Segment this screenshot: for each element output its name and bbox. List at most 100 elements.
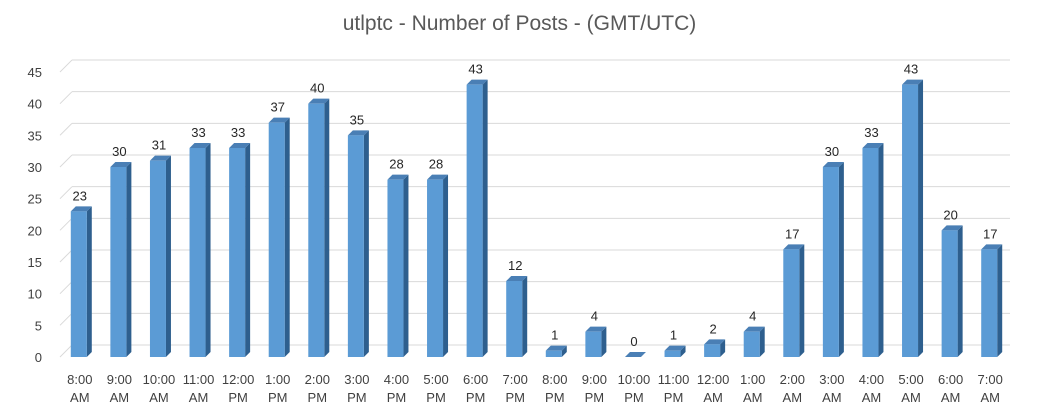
- data-label: 17: [983, 226, 997, 241]
- x-tick-label: 7:00 AM: [978, 372, 1003, 405]
- gridline: [59, 91, 1010, 105]
- x-tick-ampm: PM: [664, 390, 684, 405]
- x-tick-ampm: PM: [624, 390, 644, 405]
- bar: [902, 79, 924, 358]
- x-tick-label: 11:00 AM: [183, 372, 215, 405]
- y-tick-label: 35: [28, 128, 42, 143]
- x-tick-label: 7:00 PM: [503, 372, 528, 405]
- x-tick-time: 5:00: [423, 372, 448, 387]
- x-tick-time: 7:00: [978, 372, 1003, 387]
- bar: [981, 244, 1003, 357]
- x-tick-ampm: AM: [110, 390, 130, 405]
- bar: [347, 130, 369, 357]
- x-tick-label: 9:00 AM: [107, 372, 132, 405]
- x-tick-label: 2:00 PM: [305, 372, 330, 405]
- bar: [664, 345, 686, 357]
- x-tick-label: 10:00 AM: [143, 372, 176, 405]
- data-label: 40: [310, 81, 324, 96]
- bar: [149, 155, 171, 357]
- bar: [941, 225, 963, 357]
- x-tick-time: 6:00: [938, 372, 963, 387]
- bar: [268, 117, 290, 358]
- bar: [466, 79, 488, 358]
- x-tick-time: 2:00: [780, 372, 805, 387]
- x-tick-time: 7:00: [503, 372, 528, 387]
- gridline: [59, 59, 1010, 73]
- data-label: 20: [943, 207, 957, 222]
- x-tick-time: 1:00: [740, 372, 765, 387]
- x-tick-ampm: PM: [347, 390, 367, 405]
- bar: [308, 98, 330, 358]
- x-tick-time: 12:00: [222, 372, 255, 387]
- x-tick-time: 4:00: [384, 372, 409, 387]
- x-tick-ampm: AM: [149, 390, 169, 405]
- x-tick-label: 6:00 PM: [463, 372, 488, 405]
- x-tick-ampm: AM: [980, 390, 1000, 405]
- x-tick-label: 8:00 PM: [542, 372, 567, 405]
- x-tick-label: 3:00 PM: [344, 372, 369, 405]
- x-tick-label: 4:00 AM: [859, 372, 884, 405]
- x-tick-label: 5:00 AM: [898, 372, 923, 405]
- y-tick-label: 20: [28, 223, 42, 238]
- bar: [585, 326, 607, 357]
- data-label: 28: [429, 157, 443, 172]
- x-tick-ampm: AM: [189, 390, 209, 405]
- data-label: 4: [749, 309, 756, 324]
- bar: [783, 244, 805, 357]
- x-tick-time: 6:00: [463, 372, 488, 387]
- x-tick-ampm: PM: [585, 390, 605, 405]
- data-label: 12: [508, 258, 522, 273]
- x-tick-time: 3:00: [344, 372, 369, 387]
- x-tick-time: 8:00: [542, 372, 567, 387]
- data-label: 33: [191, 125, 205, 140]
- x-tick-ampm: AM: [941, 390, 961, 405]
- y-tick-label: 15: [28, 255, 42, 270]
- y-tick-label: 5: [35, 318, 42, 333]
- x-tick-ampm: AM: [743, 390, 763, 405]
- x-tick-label: 10:00 PM: [618, 372, 651, 405]
- x-tick-time: 10:00: [143, 372, 176, 387]
- bar: [427, 174, 449, 357]
- x-tick-ampm: PM: [387, 390, 407, 405]
- x-tick-ampm: PM: [308, 390, 328, 405]
- x-tick-time: 9:00: [107, 372, 132, 387]
- data-label: 33: [864, 125, 878, 140]
- x-tick-time: 8:00: [67, 372, 92, 387]
- x-tick-time: 12:00: [697, 372, 730, 387]
- bar: [862, 143, 884, 357]
- data-label: 2: [710, 321, 717, 336]
- y-tick-label: 45: [28, 65, 42, 80]
- x-tick-time: 10:00: [618, 372, 651, 387]
- x-tick-ampm: AM: [783, 390, 803, 405]
- x-tick-label: 12:00 AM: [697, 372, 730, 405]
- data-label: 23: [73, 188, 87, 203]
- data-label: 37: [270, 100, 284, 115]
- bar: [822, 162, 844, 357]
- x-tick-label: 2:00 AM: [780, 372, 805, 405]
- bar: [70, 206, 92, 357]
- gridline: [59, 186, 1010, 200]
- bar: [189, 143, 211, 357]
- bar: [110, 162, 132, 357]
- x-tick-ampm: PM: [268, 390, 288, 405]
- x-tick-label: 1:00 PM: [265, 372, 290, 405]
- y-axis-ticks: 0 5 10 15 20 25 30 35 40 45: [28, 65, 42, 365]
- x-tick-time: 9:00: [582, 372, 607, 387]
- x-tick-ampm: AM: [901, 390, 921, 405]
- gridline: [59, 122, 1010, 136]
- data-label: 0: [630, 334, 637, 349]
- bars: [70, 79, 1003, 358]
- x-tick-time: 1:00: [265, 372, 290, 387]
- y-tick-label: 30: [28, 160, 42, 175]
- x-tick-ampm: AM: [70, 390, 90, 405]
- bar: [743, 326, 765, 357]
- x-tick-time: 11:00: [658, 372, 690, 387]
- gridline: [59, 312, 1010, 326]
- x-tick-ampm: PM: [228, 390, 248, 405]
- y-tick-label: 10: [28, 287, 42, 302]
- gridline: [59, 217, 1010, 231]
- x-tick-label: 11:00 PM: [658, 372, 690, 405]
- x-tick-ampm: PM: [466, 390, 486, 405]
